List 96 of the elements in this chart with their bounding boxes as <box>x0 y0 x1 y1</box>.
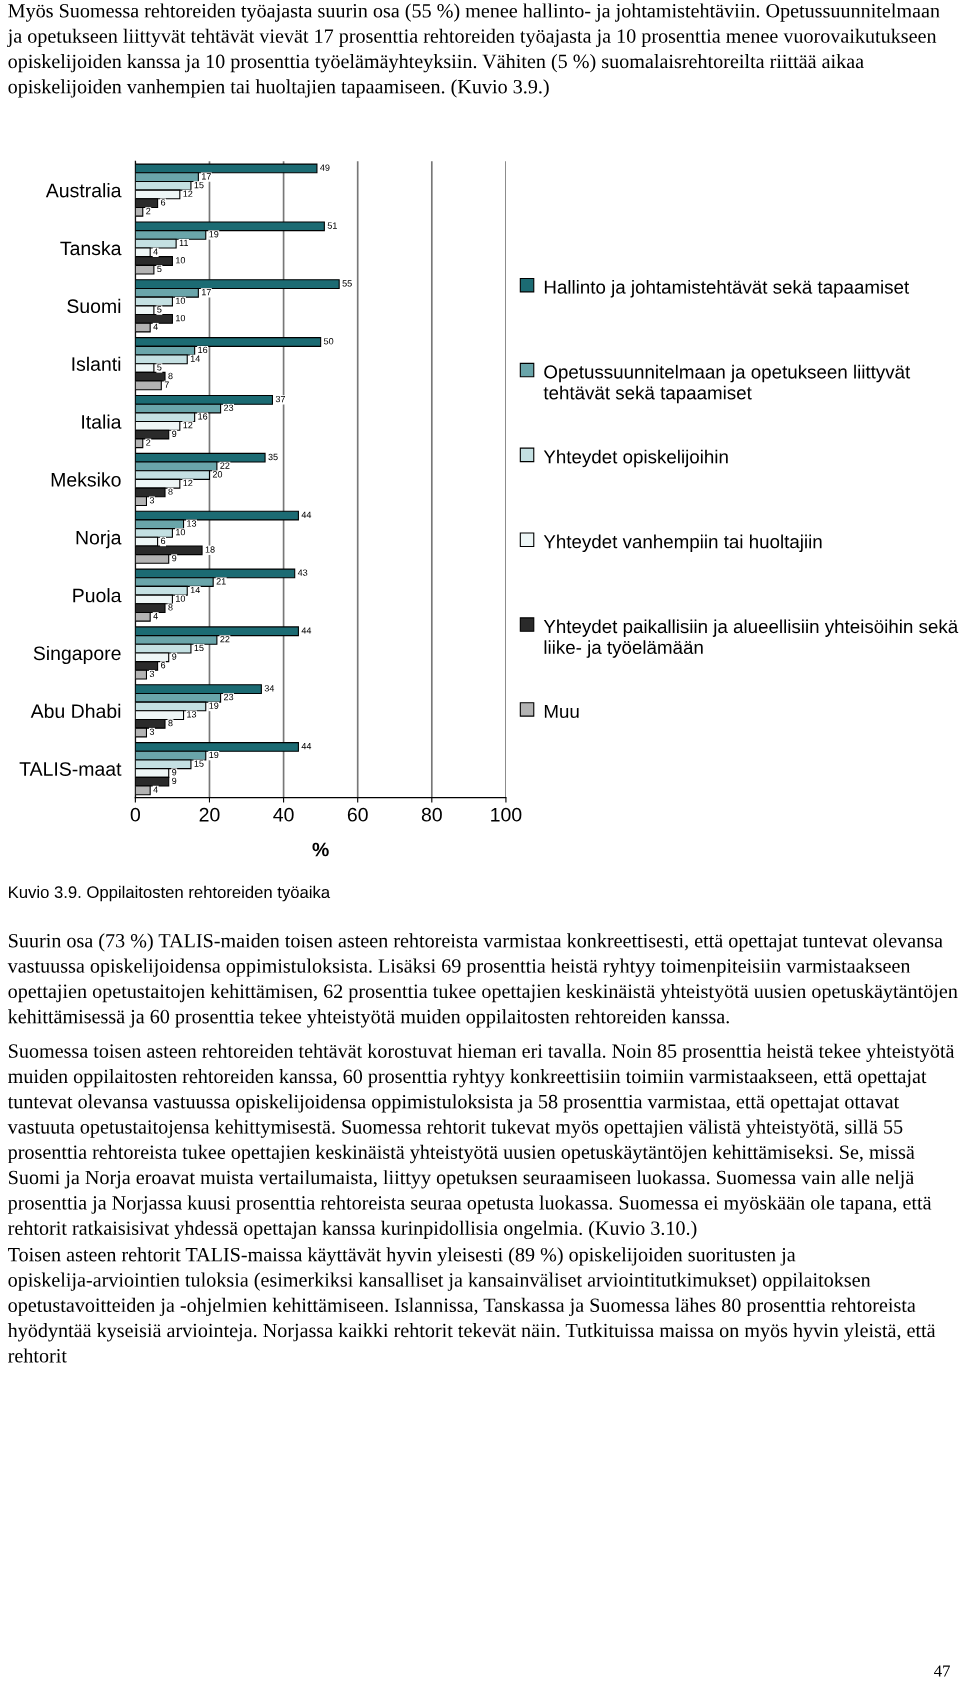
y-tick-label: Norja <box>76 530 122 549</box>
x-tick-label: 0 <box>130 807 141 822</box>
data-label: 4 <box>153 786 158 793</box>
y-tick-label: Puola <box>73 588 122 603</box>
legend-label: Yhteydet paikallisiin ja alueellisiin yhteisöihin sekä liike- ja työelämään <box>543 619 959 658</box>
data-label: 19 <box>209 231 219 238</box>
x-tick-label: 100 <box>491 807 522 822</box>
data-label: 9 <box>172 554 177 562</box>
text: 47 <box>934 1665 950 1677</box>
data-label: 5 <box>157 364 162 371</box>
data-label: 49 <box>320 164 330 171</box>
data-label: 21 <box>216 578 226 585</box>
data-label: 15 <box>194 644 204 652</box>
data-label: 16 <box>198 413 208 420</box>
data-label: 17 <box>202 288 211 296</box>
data-label: 6 <box>161 199 166 206</box>
data-label: 4 <box>153 248 158 255</box>
data-label: 35 <box>268 453 278 461</box>
data-label: 10 <box>176 297 186 304</box>
x-axis-title: % <box>312 842 329 857</box>
data-label: 3 <box>149 497 155 504</box>
data-label: 44 <box>301 627 312 634</box>
x-tick-label: 20 <box>199 807 220 822</box>
data-label: 14 <box>190 355 200 362</box>
data-label: 44 <box>301 743 312 750</box>
data-label: 8 <box>168 719 173 727</box>
data-label: 7 <box>164 381 169 388</box>
data-label: 8 <box>168 604 173 611</box>
y-tick-label: Australia <box>45 183 122 198</box>
data-label: 8 <box>168 372 173 380</box>
data-label: 23 <box>224 693 234 701</box>
data-label: 22 <box>220 635 230 643</box>
y-tick-label: Singapore <box>33 645 121 665</box>
data-label: 10 <box>176 314 186 322</box>
text: Suurin osa (73 %) TALIS-maiden toisen asteen rehtoreista varmistaa konkreettisesti, että opettajat tuntevat olevansa vastuussa opiskelijoidensa oppimistuloksista. Lisäksi 69 prosenttia heistä ryhtyy toimenpiteisiin varmistaakseen opettajien opetustaitojen kehittämisen, 62 prosenttia tukee opettajien keskinäistä yhteistyötä uusien opetuskäytäntöjen kehittämisessä ja 60 prosenttia tekee yhteistyötä muiden oppilaitosten rehtoreiden kanssa. <box>7 933 958 1028</box>
data-label: 5 <box>157 306 162 313</box>
data-label: 12 <box>183 479 193 487</box>
data-label: 13 <box>187 520 197 527</box>
data-label: 34 <box>264 685 275 692</box>
data-label: 22 <box>220 462 230 469</box>
data-label: 50 <box>323 338 334 345</box>
data-label: 3 <box>149 728 155 735</box>
text: Toisen asteen rehtorit TALIS-maissa käyttävät hyvin yleisesti (89 %) opiskelijoiden suoritusten ja opiskelija-arviointien tuloksia (esimerkiksi kansalliset ja kansainväliset arviointitutkimukset) oppilaitoksen opetustavoitteiden ja -ohjelmien kehittämiseen. Islannissa, Tanskassa ja Suomessa lähes 80 prosenttia rehtoreista hyödyntää kyseisiä arviointeja. Norjassa kaikki rehtorit tekevät näin. Tutkituissa maissa on myös hyvin yleistä, että rehtorit <box>7 1247 936 1363</box>
data-label: 3 <box>149 670 155 678</box>
data-label: 19 <box>209 702 219 709</box>
text: Myös Suomessa rehtoreiden työajasta suurin osa (55 %) menee hallinto- ja johtamistehtäviin. Opetussuunnitelmaan ja opetukseen liittyvät tehtävät vievät 17 prosenttia rehtoreiden työajasta ja 10 prosenttia menee vuorovaikutukseen opiskelijoiden kanssa ja 10 prosenttia työelämäyhteyksiin. Vähiten (5 %) suomalaisrehtoreilta riittää aikaa opiskelijoiden vanhempien tai huoltajien tapaamiseen. (Kuvio 3.9.) <box>7 3 940 98</box>
data-label: 2 <box>146 439 151 446</box>
data-label: 14 <box>190 586 200 594</box>
data-label: 6 <box>161 662 166 669</box>
y-tick-label: Meksiko <box>51 472 121 487</box>
data-label: 18 <box>205 546 215 553</box>
legend-label: Opetussuunnitelmaan ja opetukseen liittyvät tehtävät sekä tapaamiset <box>543 364 911 404</box>
data-label: 12 <box>183 190 193 197</box>
x-tick-label: 60 <box>347 807 368 822</box>
data-label: 4 <box>153 323 158 330</box>
legend-label: Hallinto ja johtamistehtävät sekä tapaamiset <box>544 280 910 298</box>
y-tick-label: Islanti <box>72 356 121 371</box>
data-label: 15 <box>194 181 204 189</box>
legend-label: Yhteydet opiskelijoihin <box>543 449 728 468</box>
y-tick-label: Italia <box>82 414 122 429</box>
data-label: 10 <box>176 595 186 602</box>
data-label: 9 <box>172 653 177 660</box>
y-tick-label: Abu Dhabi <box>30 703 121 719</box>
y-tick-label: Suomi <box>67 298 121 314</box>
data-label: 6 <box>161 537 166 545</box>
x-tick-label: 80 <box>421 807 442 822</box>
data-label: 12 <box>183 421 193 429</box>
data-label: 17 <box>202 173 211 180</box>
data-label: 9 <box>172 769 177 776</box>
data-label: 15 <box>194 760 204 767</box>
text: Kuvio 3.9. Oppilaitosten rehtoreiden työaika <box>9 885 331 902</box>
data-label: 16 <box>198 346 208 354</box>
data-label: 10 <box>176 257 186 264</box>
data-label: 51 <box>327 222 337 229</box>
data-label: 4 <box>153 612 158 620</box>
data-label: 5 <box>157 265 162 273</box>
data-label: 11 <box>179 239 189 246</box>
data-label: 19 <box>209 751 219 759</box>
data-label: 37 <box>275 395 286 403</box>
data-label: 44 <box>301 511 312 518</box>
legend-label: Yhteydet vanhempiin tai huoltajiin <box>543 534 822 553</box>
data-label: 43 <box>297 569 308 576</box>
data-label: 23 <box>224 404 234 411</box>
data-label: 10 <box>176 528 186 536</box>
data-label: 55 <box>342 280 352 287</box>
data-label: 2 <box>146 207 151 215</box>
data-label: 9 <box>172 430 177 437</box>
legend-label: Muu <box>544 704 579 719</box>
data-label: 8 <box>168 488 173 495</box>
data-label: 13 <box>187 711 197 718</box>
text: Suomessa toisen asteen rehtoreiden tehtävät korostuvat hieman eri tavalla. Noin 85 prosenttia heistä tekee yhteistyötä muiden oppilaitosten rehtoreiden kanssa, 60 prosenttia ryhtyy konkreettisiin toimiin varmistaakseen, että opettajat tuntevat olevansa vastuussa opiskelijoidensa oppimistuloksista ja 58 prosenttia varmistaa, että opettajat ottavat vastuuta opetustaitojensa kehittymisestä. Suomessa rehtorit tukevat myös opettajien välistä yhteistyötä, sillä 55 prosenttia rehtoreista tukee opettajien keskinäistä yhteistyötä uusien opetuskäytäntöjen kehittämiseksi. Se, missä Suomi ja Norja eroavat muista vertailumaista, liittyy opetuksen seuraamiseen luokassa. Suomessa vain alle neljä prosenttia ja Norjassa kuusi prosenttia rehtoreista seuraa opetusta luokassa. Suomessa ei myöskään ole tapana, että rehtorit ratkaisisivat yhdessä opettajan kanssa kurinpidollisia ongelmia. (Kuvio 3.10.) <box>7 1043 955 1240</box>
data-label: 20 <box>212 471 223 478</box>
data-label: 9 <box>172 777 177 785</box>
y-tick-label: Tanska <box>60 240 122 256</box>
x-tick-label: 40 <box>273 807 294 822</box>
y-tick-label: TALIS-maat <box>19 762 122 776</box>
